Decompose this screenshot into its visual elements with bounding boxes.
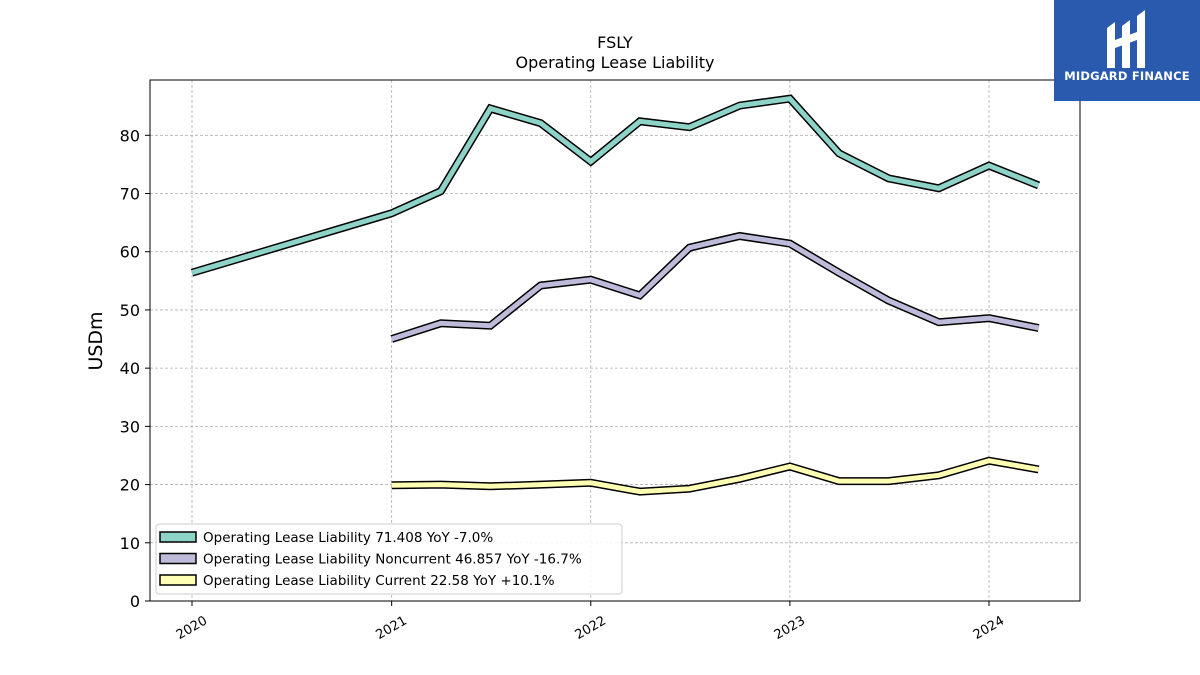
y-tick-label: 0 <box>130 592 140 611</box>
series-line-0 <box>191 95 1040 276</box>
legend-label-0: Operating Lease Liability 71.408 YoY -7.… <box>203 530 493 546</box>
brand-mark-icon <box>1107 10 1145 68</box>
legend-label-1: Operating Lease Liability Noncurrent 46.… <box>203 552 582 568</box>
y-axis-label: USDm <box>85 311 107 370</box>
legend-box <box>155 523 623 595</box>
y-tick-label: 80 <box>120 126 140 145</box>
series-lines <box>190 94 1041 496</box>
x-tick-label: 2022 <box>573 613 609 643</box>
legend: Operating Lease Liability 71.408 YoY -7.… <box>155 523 623 595</box>
legend-swatch-2 <box>159 574 197 586</box>
y-tick-label: 40 <box>120 359 140 378</box>
y-tick-label: 30 <box>120 417 140 436</box>
series-line-1 <box>390 233 1040 342</box>
grid <box>150 80 1080 602</box>
y-tick-label: 20 <box>120 476 140 495</box>
y-tick-label: 10 <box>120 534 140 553</box>
series-outline-0 <box>190 94 1041 277</box>
y-tick-label: 70 <box>120 185 140 204</box>
x-tick-label: 2023 <box>772 613 808 643</box>
y-tick-label: 60 <box>120 243 140 262</box>
y-axis: 0 10 20 30 40 50 60 70 80 <box>120 126 150 611</box>
series-line-2 <box>391 458 1040 495</box>
chart-subtitle: Operating Lease Liability <box>515 53 714 72</box>
x-axis: 2020 2021 2022 2023 2024 <box>174 601 1007 643</box>
chart-title: FSLY <box>597 33 633 52</box>
plot-frame <box>149 79 1081 602</box>
legend-swatch-0 <box>159 531 197 543</box>
x-tick-label: 2021 <box>373 613 409 643</box>
legend-swatch-1 <box>159 552 197 565</box>
brand-name: MIDGARD FINANCE <box>1064 69 1190 83</box>
legend-label-2: Operating Lease Liability Current 22.58 … <box>203 573 555 589</box>
brand-logo: MIDGARD FINANCE <box>1054 0 1200 101</box>
x-tick-label: 2020 <box>174 613 210 643</box>
x-tick-label: 2024 <box>971 613 1007 643</box>
y-tick-label: 50 <box>120 301 140 320</box>
